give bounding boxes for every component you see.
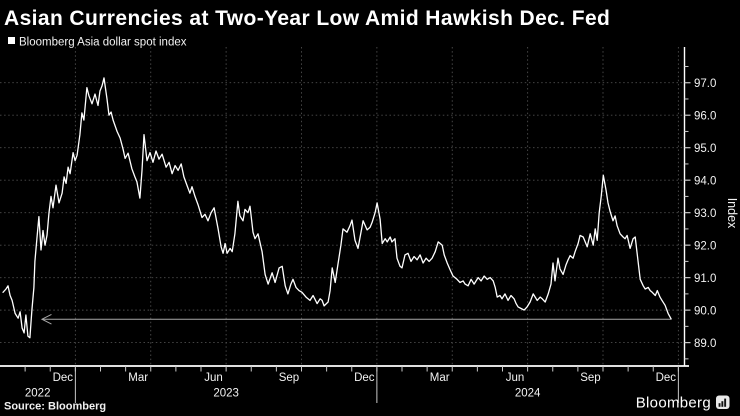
brand-name: Bloomberg [636, 395, 711, 412]
series-line-bloomberg-asia-dollar-spot-index [2, 77, 672, 339]
page-title: Asian Currencies at Two-Year Low Amid Ha… [4, 7, 610, 30]
bloomberg-logo: Bloomberg [636, 395, 730, 412]
x-tick-label: Jun [506, 372, 525, 384]
y-tick-label: 90.0 [694, 305, 716, 317]
horizontal-gridlines [0, 82, 685, 344]
x-tick-label: Sep [279, 372, 299, 384]
y-tick-label: 91.0 [694, 273, 716, 285]
y-tick-label: 94.0 [694, 175, 716, 187]
series-lines [2, 77, 672, 339]
axes [0, 47, 691, 372]
source-credit: Source: Bloomberg [4, 401, 106, 413]
y-tick-label: 93.0 [694, 208, 716, 220]
bar-chart-icon [716, 395, 730, 409]
y-axis-tick-labels: 89.0 90.0 91.0 92.0 93.0 94.0 95.0 96.0 97.0 [694, 78, 716, 350]
x-tick-label: Dec [354, 372, 375, 384]
y-tick-label: 95.0 [694, 143, 716, 155]
y-axis-title: Index [725, 198, 739, 229]
x-tick-label: Jun [204, 372, 223, 384]
x-axis-tick-labels: Dec Mar Jun Sep Dec Mar Jun Sep Dec [53, 372, 677, 384]
year-label: 2022 [25, 388, 51, 400]
y-tick-label: 89.0 [694, 338, 716, 350]
x-tick-label: Sep [580, 372, 600, 384]
year-labels-row: 2022 2023 2024 [25, 367, 679, 403]
year-label: 2024 [515, 388, 541, 400]
y-tick-label: 96.0 [694, 110, 716, 122]
x-tick-label: Dec [53, 372, 74, 384]
legend: Bloomberg Asia dollar spot index [8, 37, 187, 49]
year-label: 2023 [213, 388, 239, 400]
y-tick-label: 97.0 [694, 78, 716, 90]
legend-square-icon [8, 37, 15, 44]
x-tick-label: Dec [656, 372, 677, 384]
y-tick-label: 92.0 [694, 240, 716, 252]
x-tick-label: Mar [430, 372, 450, 384]
legend-label: Bloomberg Asia dollar spot index [19, 37, 187, 49]
low-reference-arrow [40, 313, 672, 325]
arrow-head-left [40, 313, 52, 325]
x-tick-label: Mar [128, 372, 148, 384]
